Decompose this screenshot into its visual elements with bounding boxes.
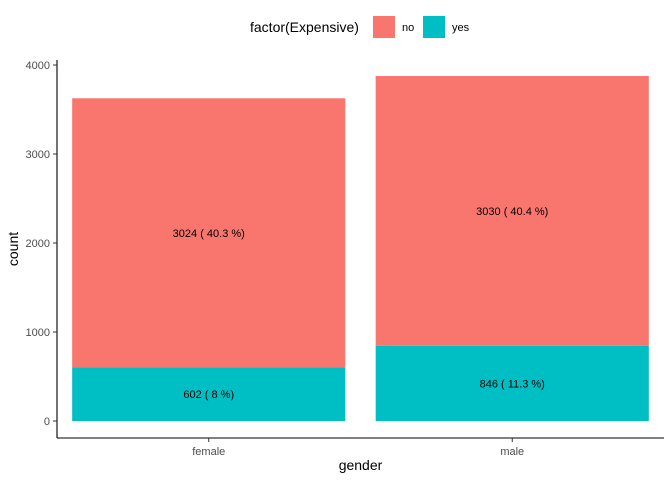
y-axis-title: count bbox=[5, 232, 21, 266]
bar-male-no bbox=[375, 76, 649, 346]
bar-label-male-no: 3030 ( 40.4 %) bbox=[476, 206, 548, 218]
bar-male-yes bbox=[375, 345, 649, 421]
x-tick-label: female bbox=[192, 446, 225, 458]
legend-swatch-yes bbox=[423, 16, 445, 38]
x-tick-label: male bbox=[500, 446, 524, 458]
y-tick-label: 3000 bbox=[26, 149, 50, 161]
x-ticks: female male bbox=[192, 438, 524, 458]
x-axis-title: gender bbox=[339, 457, 383, 473]
legend-swatch-no bbox=[373, 16, 395, 38]
legend: factor(Expensive) no yes bbox=[250, 16, 470, 38]
legend-label-no: no bbox=[402, 22, 414, 34]
bar-label-female-no: 3024 ( 40.3 %) bbox=[173, 228, 245, 240]
y-tick-label: 2000 bbox=[26, 238, 50, 250]
bar-label-male-yes: 846 ( 11.3 %) bbox=[480, 378, 545, 390]
bar-labels: 602 ( 8 %) 3024 ( 40.3 %) 846 ( 11.3 %) 303… bbox=[173, 206, 549, 401]
legend-label-yes: yes bbox=[452, 22, 470, 34]
bar-female-yes bbox=[72, 367, 346, 421]
bars bbox=[72, 76, 649, 421]
y-tick-label: 4000 bbox=[26, 60, 50, 72]
legend-title: factor(Expensive) bbox=[250, 19, 359, 35]
y-tick-label: 0 bbox=[44, 416, 50, 428]
y-tick-label: 1000 bbox=[26, 327, 50, 339]
bar-female-no bbox=[72, 98, 346, 368]
bar-label-female-yes: 602 ( 8 %) bbox=[183, 389, 234, 401]
y-ticks: 0 1000 2000 3000 4000 bbox=[26, 60, 57, 428]
